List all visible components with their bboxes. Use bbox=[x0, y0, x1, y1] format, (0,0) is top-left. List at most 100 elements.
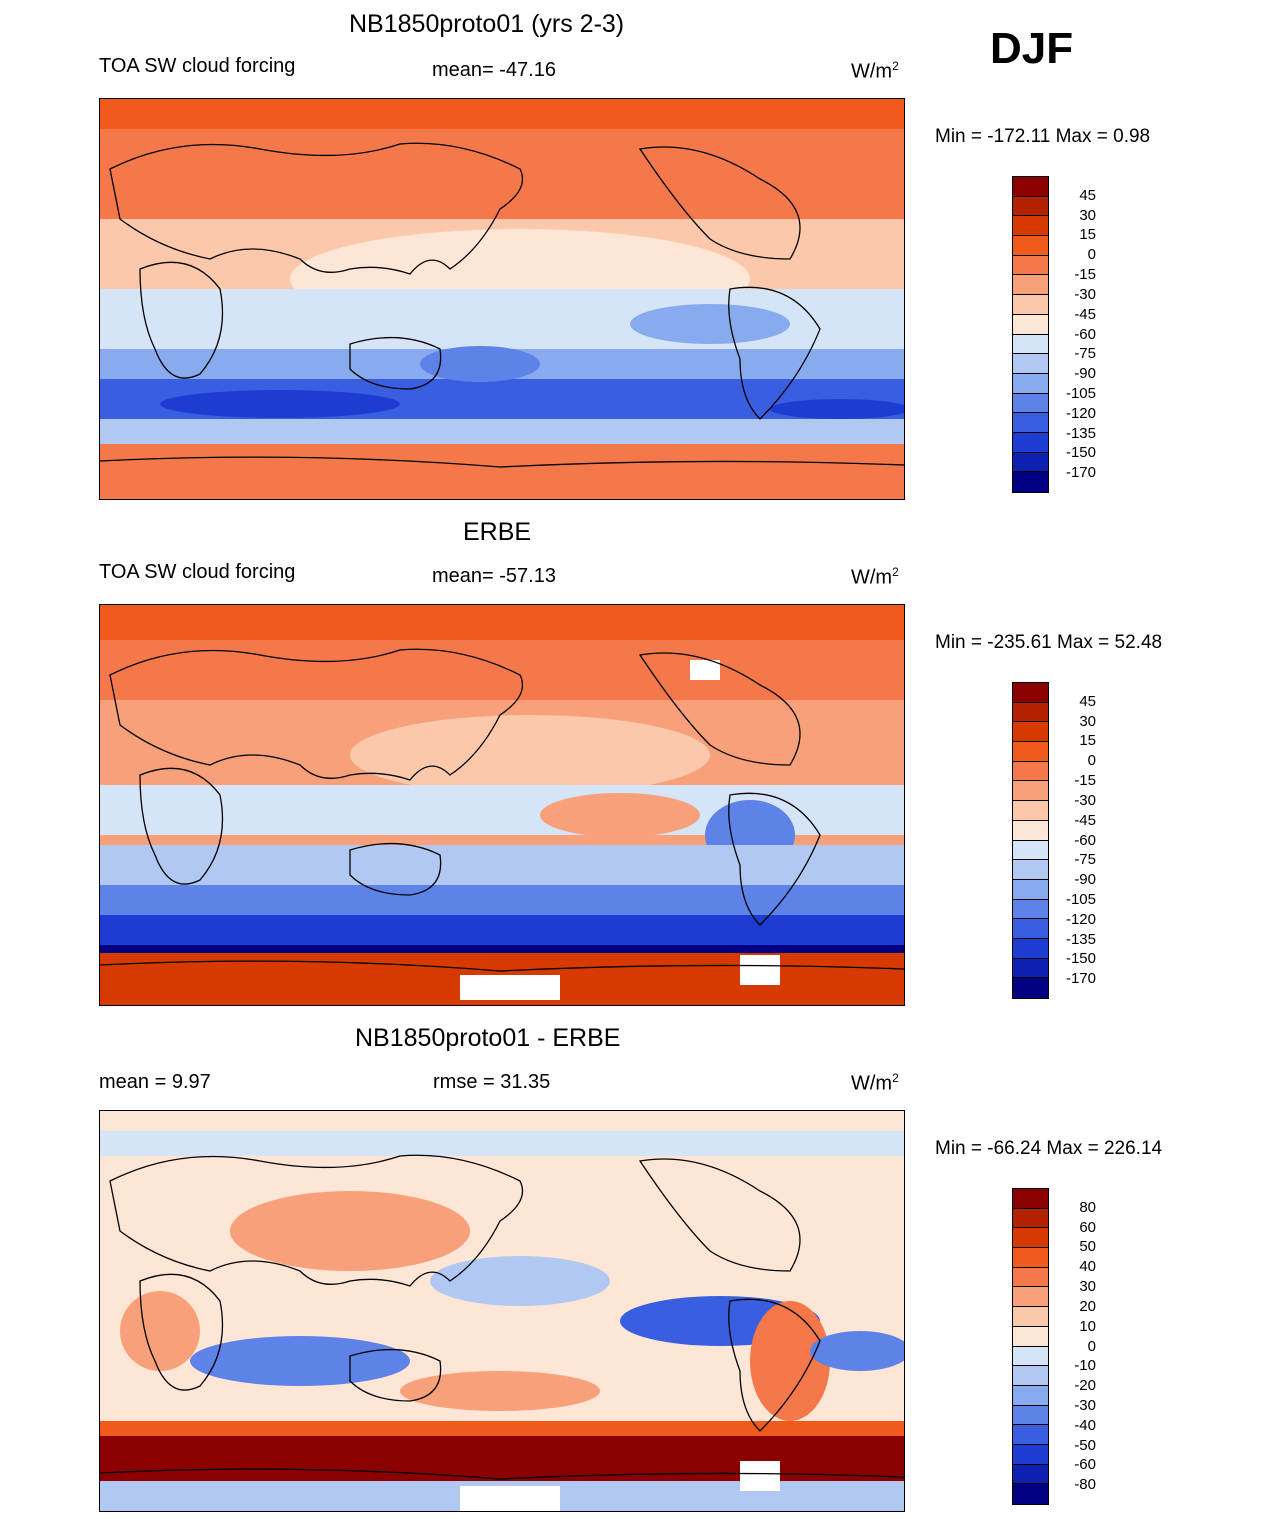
colorbar-tick-label: 80 bbox=[1079, 1198, 1096, 1216]
colorbar-tick-label: -105 bbox=[1065, 890, 1096, 908]
colorbar-tick-label: 20 bbox=[1079, 1297, 1096, 1315]
colorbar-tick-label: -75 bbox=[1074, 851, 1096, 869]
colorbar-tick-label: -90 bbox=[1074, 365, 1096, 383]
panel-1-coastlines bbox=[100, 142, 904, 468]
colorbar-tick-label: -30 bbox=[1074, 791, 1096, 809]
panel-3-rmse: rmse = 31.35 bbox=[433, 1071, 551, 1093]
colorbar-tick-label: 45 bbox=[1079, 692, 1096, 710]
colorbar-tick-label: -40 bbox=[1074, 1416, 1096, 1434]
colorbar-swatch bbox=[1013, 1346, 1048, 1367]
panel-1-left-label: TOA SW cloud forcing bbox=[99, 55, 296, 77]
colorbar-tick-label: -150 bbox=[1065, 444, 1096, 462]
colorbar-swatch bbox=[1013, 196, 1048, 217]
panel-2-units: W/m2 bbox=[851, 565, 899, 589]
colorbar-swatch bbox=[1013, 879, 1048, 900]
colorbar-tick-label: 10 bbox=[1079, 1317, 1096, 1335]
colorbar-tick-label: 30 bbox=[1079, 206, 1096, 224]
colorbar-swatch bbox=[1013, 1287, 1048, 1308]
colorbar-tick-label: 0 bbox=[1087, 246, 1096, 264]
colorbar-tick-label: -15 bbox=[1074, 772, 1096, 790]
panel-2-minmax: Min = -235.61 Max = 52.48 bbox=[935, 632, 1163, 653]
colorbar-swatch bbox=[1013, 1208, 1048, 1229]
colorbar-tick-label: -80 bbox=[1074, 1476, 1096, 1494]
colorbar-swatch bbox=[1013, 334, 1048, 355]
panel-1-units: W/m2 bbox=[851, 59, 899, 83]
colorbar-swatch bbox=[1013, 452, 1048, 473]
colorbar-swatch bbox=[1013, 413, 1048, 433]
colorbar-swatch bbox=[1013, 722, 1048, 743]
colorbar-swatch bbox=[1013, 1189, 1048, 1209]
colorbar-tick-label: -120 bbox=[1065, 404, 1096, 422]
panel-2-mean: mean= -57.13 bbox=[432, 565, 556, 587]
panel-1-minmax: Min = -172.11 Max = 0.98 bbox=[935, 126, 1151, 147]
panel-3-minmax: Min = -66.24 Max = 226.14 bbox=[935, 1138, 1163, 1159]
panel-2-title: ERBE bbox=[463, 518, 532, 546]
colorbar-swatch bbox=[1013, 820, 1048, 841]
colorbar-swatch bbox=[1013, 236, 1048, 256]
colorbar-swatch bbox=[1013, 702, 1048, 723]
colorbar-tick-label: -75 bbox=[1074, 345, 1096, 363]
panel-2-colorbar bbox=[1012, 682, 1049, 999]
colorbar-swatch bbox=[1013, 216, 1048, 237]
colorbar-swatch bbox=[1013, 255, 1048, 276]
panel-1-colorbar bbox=[1012, 176, 1049, 493]
colorbar-swatch bbox=[1013, 295, 1048, 315]
colorbar-tick-label: -60 bbox=[1074, 325, 1096, 343]
panel-3-mean: mean = 9.97 bbox=[99, 1071, 211, 1093]
colorbar-swatch bbox=[1013, 432, 1048, 453]
colorbar-swatch bbox=[1013, 275, 1048, 296]
colorbar-swatch bbox=[1013, 742, 1048, 762]
colorbar-tick-label: 15 bbox=[1079, 226, 1096, 244]
colorbar-swatch bbox=[1013, 472, 1048, 492]
colorbar-swatch bbox=[1013, 1326, 1048, 1347]
season-label: DJF bbox=[990, 24, 1074, 73]
panel-1-title: NB1850proto01 (yrs 2-3) bbox=[349, 10, 625, 38]
colorbar-tick-label: -20 bbox=[1074, 1377, 1096, 1395]
panel-3-colorbar bbox=[1012, 1188, 1049, 1505]
colorbar-swatch bbox=[1013, 978, 1048, 998]
colorbar-swatch bbox=[1013, 373, 1048, 394]
colorbar-tick-label: -105 bbox=[1065, 384, 1096, 402]
colorbar-swatch bbox=[1013, 1307, 1048, 1327]
colorbar-swatch bbox=[1013, 840, 1048, 861]
colorbar-tick-label: -10 bbox=[1074, 1357, 1096, 1375]
panel-1-map bbox=[99, 98, 905, 500]
colorbar-swatch bbox=[1013, 354, 1048, 374]
panel-2-coastlines bbox=[100, 648, 904, 972]
colorbar-tick-label: -170 bbox=[1065, 464, 1096, 482]
colorbar-tick-label: -45 bbox=[1074, 811, 1096, 829]
colorbar-swatch bbox=[1013, 177, 1048, 197]
colorbar-tick-label: -45 bbox=[1074, 305, 1096, 323]
colorbar-swatch bbox=[1013, 1444, 1048, 1465]
colorbar-swatch bbox=[1013, 314, 1048, 335]
colorbar-swatch bbox=[1013, 781, 1048, 802]
panel-3-title: NB1850proto01 - ERBE bbox=[355, 1024, 621, 1052]
colorbar-tick-label: -150 bbox=[1065, 950, 1096, 968]
colorbar-swatch bbox=[1013, 761, 1048, 782]
colorbar-swatch bbox=[1013, 1405, 1048, 1426]
colorbar-tick-label: -120 bbox=[1065, 910, 1096, 928]
panel-2-map bbox=[99, 604, 905, 1006]
panel-3-coastlines bbox=[100, 1154, 904, 1480]
colorbar-tick-label: -135 bbox=[1065, 424, 1096, 442]
panel-3-map bbox=[99, 1110, 905, 1512]
colorbar-tick-label: 45 bbox=[1079, 186, 1096, 204]
colorbar-swatch bbox=[1013, 1464, 1048, 1485]
colorbar-swatch bbox=[1013, 1267, 1048, 1288]
colorbar-tick-label: -90 bbox=[1074, 871, 1096, 889]
colorbar-swatch bbox=[1013, 1425, 1048, 1445]
colorbar-swatch bbox=[1013, 938, 1048, 959]
colorbar-tick-label: 30 bbox=[1079, 712, 1096, 730]
colorbar-tick-label: 30 bbox=[1079, 1278, 1096, 1296]
colorbar-swatch bbox=[1013, 1228, 1048, 1249]
colorbar-swatch bbox=[1013, 958, 1048, 979]
colorbar-tick-label: -15 bbox=[1074, 266, 1096, 284]
colorbar-tick-label: -170 bbox=[1065, 970, 1096, 988]
panel-2-left-label: TOA SW cloud forcing bbox=[99, 561, 296, 583]
colorbar-swatch bbox=[1013, 919, 1048, 939]
colorbar-tick-label: 40 bbox=[1079, 1258, 1096, 1276]
panel-1-mean: mean= -47.16 bbox=[432, 59, 556, 81]
colorbar-tick-label: -60 bbox=[1074, 831, 1096, 849]
colorbar-swatch bbox=[1013, 899, 1048, 920]
colorbar-tick-label: -50 bbox=[1074, 1436, 1096, 1454]
